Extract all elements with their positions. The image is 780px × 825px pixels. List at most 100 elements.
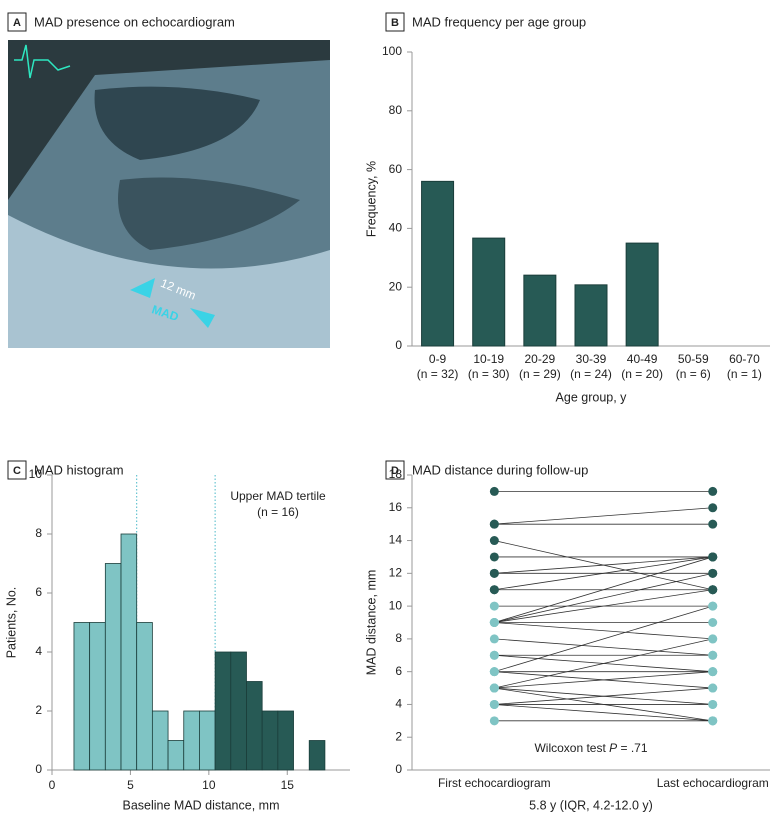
x-tick-label: 15 xyxy=(281,778,295,792)
y-tick-label: 6 xyxy=(35,585,42,599)
annotation-part: = .71 xyxy=(617,741,648,755)
y-tick-label: 0 xyxy=(395,762,402,776)
histogram-bar xyxy=(183,710,200,771)
x-tick-sublabel: (n = 32) xyxy=(417,367,459,381)
pair-line xyxy=(494,638,713,689)
y-tick-label: 18 xyxy=(389,467,403,481)
x-axis-label: Age group, y xyxy=(556,390,628,404)
point xyxy=(489,536,499,546)
y-tick-label: 20 xyxy=(389,279,403,293)
y-tick-label: 8 xyxy=(395,631,402,645)
point xyxy=(489,552,499,562)
y-tick-label: 4 xyxy=(35,644,42,658)
point xyxy=(708,650,718,660)
point xyxy=(708,601,718,611)
point xyxy=(708,667,718,677)
pair-line xyxy=(494,556,713,591)
point xyxy=(708,634,718,644)
panel-label: C xyxy=(13,465,21,477)
point xyxy=(489,650,499,660)
x-tick-sublabel: (n = 6) xyxy=(676,367,711,381)
histogram-bar xyxy=(73,622,91,771)
x-axis-label: 5.8 y (IQR, 4.2-12.0 y) xyxy=(529,798,653,812)
x-tick-label: 0-9 xyxy=(429,352,447,366)
panel-label: A xyxy=(13,17,21,29)
pair-line xyxy=(494,638,713,656)
panel-label-box xyxy=(385,460,405,480)
point xyxy=(708,503,718,513)
panel-label: D xyxy=(391,465,399,477)
point xyxy=(489,585,499,595)
panel-title: MAD presence on echocardiogram xyxy=(34,14,235,29)
histogram-bar xyxy=(167,740,185,771)
pair-line xyxy=(494,622,713,640)
x-tick-label: 0 xyxy=(49,778,56,792)
y-tick-label: 16 xyxy=(389,500,403,514)
pair-line xyxy=(494,556,713,574)
x-tick-sublabel: (n = 30) xyxy=(468,367,510,381)
arrow xyxy=(190,308,215,328)
histogram-bar xyxy=(104,563,122,771)
point xyxy=(489,716,499,726)
point xyxy=(489,699,499,709)
panel-label-box xyxy=(7,460,27,480)
y-axis-label: Frequency, % xyxy=(364,161,378,237)
y-axis-label: MAD distance, mm xyxy=(364,570,378,676)
panel-title: MAD frequency per age group xyxy=(412,14,586,29)
y-tick-label: 4 xyxy=(395,697,402,711)
annotation-part: P xyxy=(609,741,617,755)
y-tick-label: 0 xyxy=(35,762,42,776)
echo-image xyxy=(8,40,330,348)
y-tick-label: 2 xyxy=(395,729,402,743)
ecg-trace xyxy=(14,44,71,79)
point xyxy=(708,683,718,693)
point xyxy=(708,618,718,627)
echo-chamber xyxy=(94,86,260,160)
histogram-bar xyxy=(246,681,263,771)
histogram-bar xyxy=(308,740,326,771)
point xyxy=(708,568,718,578)
panel-label-box xyxy=(7,12,27,32)
x-tick-label: Last echocardiogram xyxy=(657,776,769,790)
echo-chamber xyxy=(118,177,300,250)
bar xyxy=(421,180,455,347)
x-axis-label: Baseline MAD distance, mm xyxy=(122,798,279,812)
x-tick-label: 60-70 xyxy=(729,352,760,366)
x-tick-label: 40-49 xyxy=(627,352,658,366)
point xyxy=(489,568,499,578)
y-tick-label: 10 xyxy=(29,467,43,481)
y-tick-label: 10 xyxy=(389,598,403,612)
histogram-bar xyxy=(214,651,232,771)
pair-line xyxy=(494,704,713,722)
pair-line xyxy=(494,605,713,673)
x-tick-sublabel: (n = 20) xyxy=(621,367,663,381)
y-tick-label: 80 xyxy=(389,103,403,117)
x-tick-label: First echocardiogram xyxy=(438,776,551,790)
pair-line xyxy=(494,671,713,689)
y-tick-label: 2 xyxy=(35,703,42,717)
panel-title: MAD histogram xyxy=(34,462,124,477)
point xyxy=(708,585,718,595)
point xyxy=(489,667,499,677)
point xyxy=(489,618,499,627)
annotation: Upper MAD tertile xyxy=(230,489,326,503)
histogram-bar xyxy=(199,710,216,771)
bar xyxy=(574,284,608,347)
y-tick-label: 100 xyxy=(382,44,402,58)
point xyxy=(708,552,718,562)
y-axis-label: Patients, No. xyxy=(4,587,18,659)
histogram-bar xyxy=(261,710,279,771)
histogram-bar xyxy=(230,651,247,771)
x-tick-label: 20-29 xyxy=(525,352,556,366)
annotation: Wilcoxon test P = .71 xyxy=(534,741,647,755)
x-tick-label: 30-39 xyxy=(576,352,607,366)
point xyxy=(489,634,499,644)
point xyxy=(489,683,499,693)
pair-line xyxy=(494,556,713,623)
panel-label-box xyxy=(385,12,405,32)
x-tick-sublabel: (n = 29) xyxy=(519,367,561,381)
y-tick-label: 6 xyxy=(395,664,402,678)
histogram-bar xyxy=(136,622,153,771)
histogram-bar xyxy=(151,710,169,771)
y-tick-label: 14 xyxy=(389,533,403,547)
